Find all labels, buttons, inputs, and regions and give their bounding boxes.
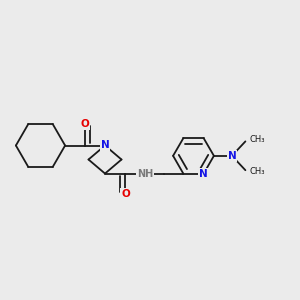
Text: NH: NH (137, 169, 153, 178)
Text: O: O (80, 119, 89, 129)
Text: O: O (121, 189, 130, 199)
Text: N: N (100, 140, 109, 151)
Text: N: N (199, 169, 208, 178)
Text: CH₃: CH₃ (249, 135, 265, 144)
Text: N: N (227, 151, 236, 161)
Text: CH₃: CH₃ (249, 167, 265, 176)
